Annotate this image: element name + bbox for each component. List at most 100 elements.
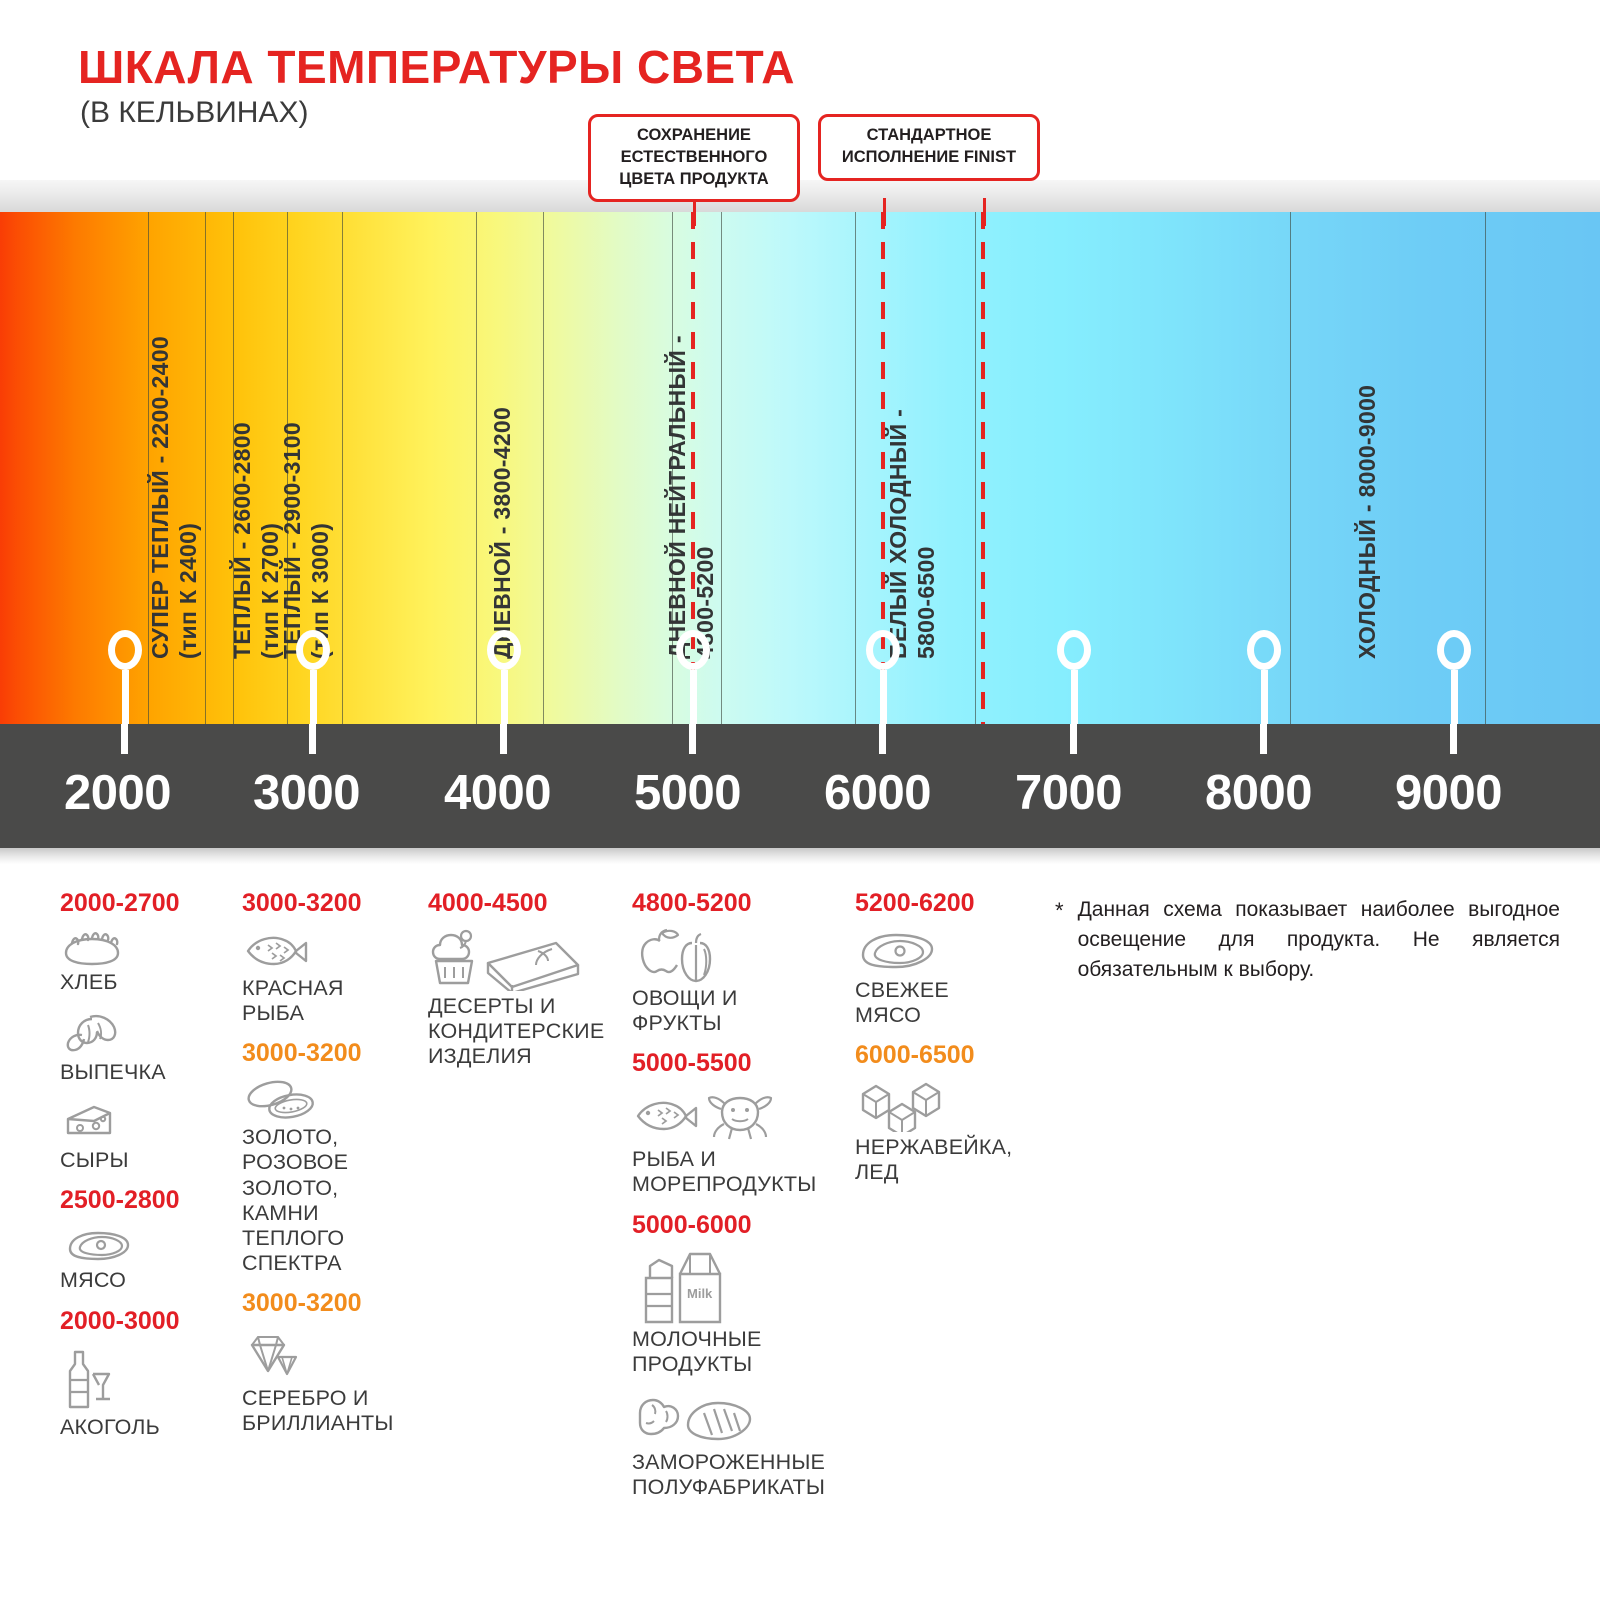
- band-divider: [233, 212, 234, 724]
- product-caption: МЯСО: [60, 1268, 127, 1293]
- page-title: ШКАЛА ТЕМПЕРАТУРЫ СВЕТА: [78, 41, 796, 93]
- scale-pin-9000: [1437, 630, 1471, 724]
- fruits-vegetables-icon: [632, 927, 847, 983]
- band-label-daylight: ДНЕВНОЙ - 3800-4200: [489, 406, 515, 659]
- band-label-cold: ХОЛОДНЫЙ - 8000-9000: [1354, 384, 1380, 659]
- kelvin-tick-6000: 6000: [824, 766, 932, 820]
- scale-pin-6000: [866, 630, 900, 724]
- product-caption: ЗОЛОТО, РОЗОВОЕ ЗОЛОТО, КАМНИ ТЕПЛОГО СПЕКТ…: [242, 1125, 349, 1275]
- kelvin-tick-2000: 2000: [64, 766, 172, 820]
- product-column-2: 3000-3200 КРАСНАЯ РЫБА 3000-3200 ЗОЛОТО, РОЗО…: [242, 889, 427, 1450]
- gold-rings-icon: [242, 1076, 427, 1122]
- band-label-warm-2700: ТЕПЛЫЙ - 2600-2800: [229, 422, 255, 659]
- kelvin-tick-8000: 8000: [1205, 766, 1313, 820]
- product-group: 2500-2800 МЯСО: [60, 1185, 230, 1294]
- product-item: КРАСНАЯ РЫБА: [242, 927, 427, 1026]
- pin-stem-ext-8000: [1260, 724, 1267, 754]
- product-group: 3000-3200 КРАСНАЯ РЫБА: [242, 889, 427, 1026]
- pin-stem-ext-5000: [689, 724, 696, 754]
- scale-pin-8000: [1247, 630, 1281, 724]
- product-item: СВЕЖЕЕ МЯСО: [855, 927, 1040, 1028]
- product-group: 4800-5200 ОВОЩИ И ФРУКТЫ: [632, 889, 847, 1036]
- product-item: Milk МОЛОЧНЫЕ ПРОДУКТЫ: [632, 1248, 847, 1377]
- band-divider: [855, 212, 856, 724]
- product-group: 3000-3200 СЕРЕБРО И БРИЛЛИАНТЫ: [242, 1290, 427, 1436]
- kelvin-tick-5000: 5000: [634, 766, 742, 820]
- product-group: 3000-3200 ЗОЛОТО, РОЗОВОЕ ЗОЛОТО, КАМНИ ТЕП…: [242, 1038, 427, 1276]
- red-dashed-marker-5000: [691, 212, 695, 724]
- top-grey-strip: [0, 180, 1600, 212]
- product-group: 5200-6200 СВЕЖЕЕ МЯСО: [855, 889, 1040, 1028]
- band-label-white-cold: БЕЛЫЙ ХОЛОДНЫЙ -: [885, 408, 911, 659]
- footnote: * Данная схема показывает наиболее выгод…: [1055, 895, 1560, 984]
- band-divider: [476, 212, 477, 724]
- product-caption: ОВОЩИ И ФРУКТЫ: [632, 985, 738, 1035]
- ice-cubes-icon: [855, 1078, 1040, 1133]
- product-column-5: 5200-6200 СВЕЖЕЕ МЯСО 6000-6500 НЕРЖАВЕЙКА, Л…: [855, 889, 1040, 1200]
- kelvin-range-label: 3000-3200: [242, 1038, 362, 1067]
- pin-stem-ext-7000: [1070, 724, 1077, 754]
- seafood-icon: [632, 1086, 847, 1144]
- fish-icon: [242, 927, 427, 973]
- product-caption: ХЛЕБ: [60, 969, 118, 994]
- product-column-4: 4800-5200 ОВОЩИ И ФРУКТЫ 5000-5500 РЫБА И МОР…: [632, 889, 847, 1515]
- product-item: МЯСО: [60, 1223, 230, 1293]
- scale-pin-7000: [1057, 630, 1091, 724]
- product-caption: РЫБА И МОРЕПРОДУКТЫ: [632, 1147, 817, 1197]
- scale-pin-5000: [676, 630, 710, 724]
- kelvin-range-label: 6000-6500: [855, 1040, 975, 1069]
- pin-stem-ext-3000: [309, 724, 316, 754]
- temperature-gradient-scale: СУПЕР ТЕПЛЫЙ - 2200-2400 (тип К 2400) ТЕ…: [0, 212, 1600, 724]
- pin-stem-ext-6000: [879, 724, 886, 754]
- product-item: СЫРЫ: [60, 1099, 230, 1173]
- kelvin-range-label: 3000-3200: [242, 889, 362, 917]
- product-caption: АКОГОЛЬ: [60, 1415, 160, 1440]
- band-sublabel-white-cold: 5800-6500: [913, 546, 939, 659]
- dessert-icon: [428, 927, 623, 991]
- product-caption: МОЛОЧНЫЕ ПРОДУКТЫ: [632, 1327, 762, 1377]
- product-caption: ВЫПЕЧКА: [60, 1059, 166, 1084]
- svg-text:Milk: Milk: [687, 1286, 713, 1301]
- callout-leader-line-2: [883, 198, 886, 226]
- cheese-icon: [60, 1099, 230, 1145]
- red-dashed-marker-6500: [981, 212, 985, 724]
- band-divider: [1290, 212, 1291, 724]
- product-column-1: 2000-2700 ХЛЕБ ВЫПЕЧКА СЫРЫ 2500-2800 МЯСО 200…: [60, 889, 230, 1454]
- band-bottom-shadow: [0, 848, 1600, 864]
- footnote-text: Данная схема показывает наиболее выгодно…: [1077, 898, 1560, 981]
- product-item: ЗОЛОТО, РОЗОВОЕ ЗОЛОТО, КАМНИ ТЕПЛОГО СПЕКТ…: [242, 1076, 427, 1276]
- product-group: 5000-5500 РЫБА И МОРЕПРОДУКТЫ: [632, 1049, 847, 1198]
- pin-stem-ext-4000: [500, 724, 507, 754]
- product-group: 6000-6500 НЕРЖАВЕЙКА, ЛЕД: [855, 1040, 1040, 1186]
- kelvin-range-label: 3000-3200: [242, 1289, 362, 1318]
- scale-pin-4000: [487, 630, 521, 724]
- alcohol-icon: [60, 1344, 230, 1412]
- product-caption: КРАСНАЯ РЫБА: [242, 975, 344, 1025]
- bread-icon: [60, 927, 230, 967]
- product-caption: НЕРЖАВЕЙКА, ЛЕД: [855, 1135, 1013, 1185]
- band-divider: [543, 212, 544, 724]
- product-caption: СЫРЫ: [60, 1147, 129, 1172]
- band-sublabel-super-warm: (тип К 2400): [175, 522, 201, 659]
- callout-leader-line-1: [693, 198, 696, 226]
- kelvin-range-label: 2500-2800: [60, 1185, 180, 1214]
- product-item: ЗАМОРОЖЕННЫЕ ПОЛУФАБРИКАТЫ: [632, 1391, 847, 1500]
- band-divider: [205, 212, 206, 724]
- band-label-daylight-neutral: ДНЕВНОЙ НЕЙТРАЛЬНЫЙ -: [664, 335, 690, 659]
- frozen-food-icon: [632, 1391, 847, 1447]
- kelvin-scale-band: [0, 724, 1600, 848]
- product-caption: СВЕЖЕЕ МЯСО: [855, 977, 949, 1027]
- gradient-fill: [0, 212, 1600, 724]
- band-divider: [672, 212, 673, 724]
- callout-leader-line-3: [983, 198, 986, 226]
- pin-stem-ext-2000: [121, 724, 128, 754]
- product-caption: ЗАМОРОЖЕННЫЕ ПОЛУФАБРИКАТЫ: [632, 1450, 826, 1500]
- fresh-meat-icon: [855, 927, 1040, 975]
- kelvin-tick-3000: 3000: [253, 766, 361, 820]
- band-divider: [1485, 212, 1486, 724]
- band-divider: [342, 212, 343, 724]
- product-item: ДЕСЕРТЫ И КОНДИТЕРСКИЕ ИЗДЕЛИЯ: [428, 927, 623, 1069]
- kelvin-range-label: 4800-5200: [632, 889, 752, 917]
- band-label-warm-3000: ТЕПЛЫЙ - 2900-3100: [279, 422, 305, 659]
- product-item: НЕРЖАВЕЙКА, ЛЕД: [855, 1078, 1040, 1185]
